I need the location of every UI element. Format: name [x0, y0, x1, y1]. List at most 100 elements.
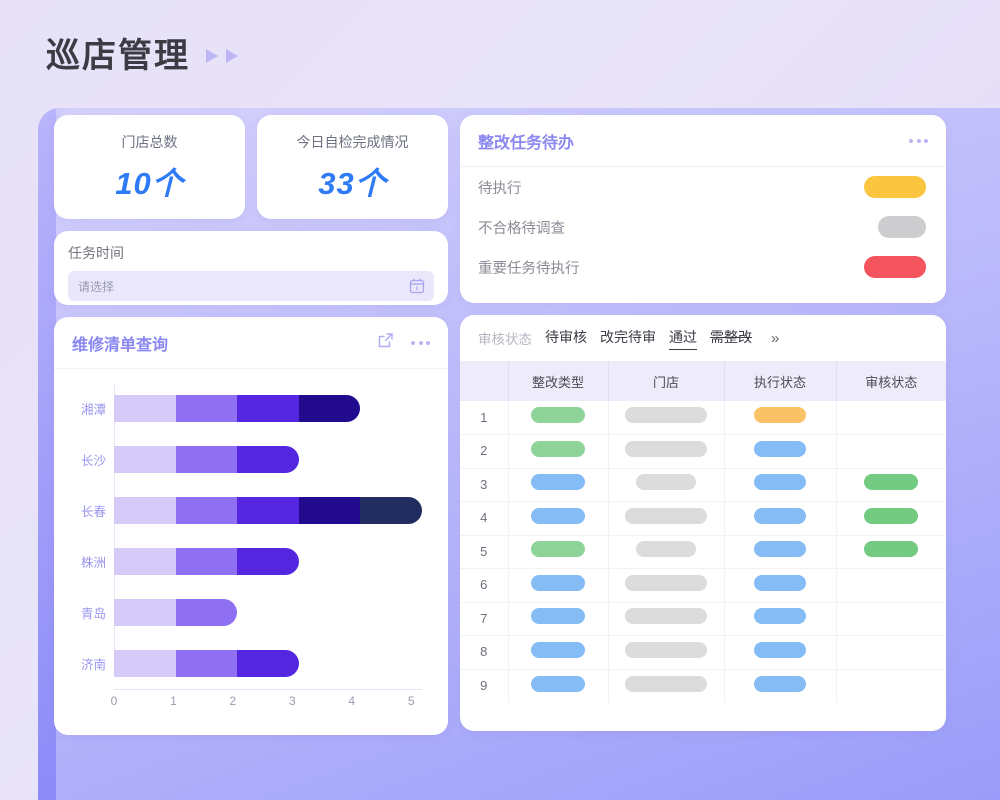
cell-index: 5 [460, 535, 509, 569]
cell-store [608, 401, 725, 435]
chart-stacked-bar[interactable] [114, 395, 361, 422]
table-row[interactable]: 8 [460, 635, 946, 670]
chart-x-tick: 4 [348, 694, 356, 708]
cell-audit-status [836, 669, 946, 703]
table-row[interactable]: 2 [460, 434, 946, 469]
cell-index: 2 [460, 434, 509, 469]
chart-bar-segment [175, 446, 238, 473]
tab-audit-status-3[interactable]: 需整改 [710, 329, 752, 345]
task-time-input[interactable]: 请选择 [68, 271, 434, 301]
placeholder-pill [625, 574, 707, 591]
stat-label: 门店总数 [121, 133, 178, 150]
cell-exec-status [724, 602, 837, 636]
more-horizontal-icon[interactable] [909, 138, 928, 143]
placeholder-pill [864, 541, 919, 558]
row-index: 4 [480, 510, 488, 526]
chart-bar-segment [114, 497, 176, 524]
placeholder-pill [531, 507, 585, 524]
chart-category-label: 济南 [80, 658, 106, 672]
cell-exec-status [724, 669, 837, 703]
placeholder-pill [754, 675, 806, 692]
placeholder-pill [754, 407, 806, 423]
chart-bar-track [114, 395, 422, 422]
cell-audit-status [836, 501, 946, 536]
cell-exec-status [724, 568, 837, 603]
chart-actions [376, 331, 430, 355]
placeholder-pill [531, 407, 585, 423]
todo-row-label: 重要任务待执行 [478, 260, 580, 277]
cell-type [508, 468, 609, 502]
tab-audit-status-2[interactable]: 通过 [669, 327, 697, 350]
tab-group-label: 审核状态 [478, 332, 532, 347]
table-row[interactable]: 1 [460, 401, 946, 435]
stat-label: 今日自检完成情况 [296, 133, 409, 150]
tab-audit-status-1[interactable]: 改完待审 [600, 329, 656, 345]
row-index: 2 [480, 443, 488, 459]
cell-store [608, 501, 725, 536]
cell-index: 6 [460, 568, 509, 603]
chart-bar-track [114, 650, 422, 677]
table-row[interactable]: 5 [460, 535, 946, 569]
cell-type [508, 434, 609, 469]
cell-index: 4 [460, 501, 509, 536]
placeholder-pill [754, 474, 806, 491]
table-row[interactable]: 6 [460, 568, 946, 603]
chart-header: 维修清单查询 [54, 317, 448, 369]
cell-exec-status [724, 401, 837, 435]
cell-store [608, 468, 725, 502]
table-row[interactable]: 3 [460, 468, 946, 502]
chart-bar-segment [175, 548, 238, 575]
todo-row[interactable]: 待执行 [460, 167, 946, 207]
cell-index: 1 [460, 401, 509, 435]
cell-index: 7 [460, 602, 509, 636]
column-header-type: 整改类型 [508, 361, 609, 401]
placeholder-pill [625, 675, 707, 692]
chart-category-label: 长沙 [80, 454, 106, 468]
chart-bar-row: 济南 [68, 638, 422, 689]
more-horizontal-icon[interactable] [411, 340, 430, 345]
chart-stacked-bar[interactable] [114, 599, 238, 626]
share-external-link-icon[interactable] [376, 331, 395, 355]
chart-bar-segment [237, 395, 299, 422]
placeholder-pill [531, 608, 585, 625]
chart-x-tick: 3 [288, 694, 296, 708]
cell-index: 8 [460, 635, 509, 670]
cell-exec-status [724, 635, 837, 670]
audit-table-card: 审核状态 待审核 改完待审 通过 需整改 » 整改类型 门店 执行状态 审核状态 1 2… [460, 315, 946, 731]
table-row[interactable]: 7 [460, 602, 946, 636]
table-row[interactable]: 4 [460, 501, 946, 536]
chart-bar-segment [175, 650, 238, 677]
chart-rows: 湘潭 长沙 长春 株洲 青岛 济南 [68, 383, 422, 689]
chart-bar-row: 株洲 [68, 536, 422, 587]
cell-type [508, 535, 609, 569]
stat-card-today-selfcheck: 今日自检完成情况 33个 [257, 115, 448, 219]
placeholder-pill [531, 541, 585, 558]
chart-stacked-bar[interactable] [114, 497, 422, 524]
chart-bar-track [114, 497, 422, 524]
cell-exec-status [724, 468, 837, 502]
chart-stacked-bar[interactable] [114, 548, 299, 575]
chart-bar-segment [114, 446, 176, 473]
task-time-label: 任务时间 [68, 245, 124, 261]
chart-bar-row: 长沙 [68, 434, 422, 485]
chart-bar-segment [360, 497, 422, 524]
chart-title: 维修清单查询 [72, 336, 169, 354]
column-header-index [460, 361, 509, 401]
chart-stacked-bar[interactable] [114, 650, 299, 677]
calendar-icon[interactable] [408, 277, 426, 300]
chart-stacked-bar[interactable] [114, 446, 299, 473]
table-header-row: 整改类型 门店 执行状态 审核状态 [460, 361, 946, 401]
chart-bar-segment [298, 497, 361, 524]
table-row[interactable]: 9 [460, 669, 946, 703]
more-tabs-icon[interactable]: » [771, 329, 780, 347]
chart-bar-row: 湘潭 [68, 383, 422, 434]
placeholder-pill [636, 541, 696, 558]
todo-row[interactable]: 重要任务待执行 [460, 247, 946, 287]
row-index: 6 [480, 577, 488, 593]
placeholder-pill [754, 608, 806, 625]
chart-bar-row: 长春 [68, 485, 422, 536]
placeholder-pill [754, 440, 806, 457]
tab-audit-status-0[interactable]: 待审核 [545, 329, 587, 345]
todo-row[interactable]: 不合格待调查 [460, 207, 946, 247]
chart-bar-segment [175, 497, 238, 524]
